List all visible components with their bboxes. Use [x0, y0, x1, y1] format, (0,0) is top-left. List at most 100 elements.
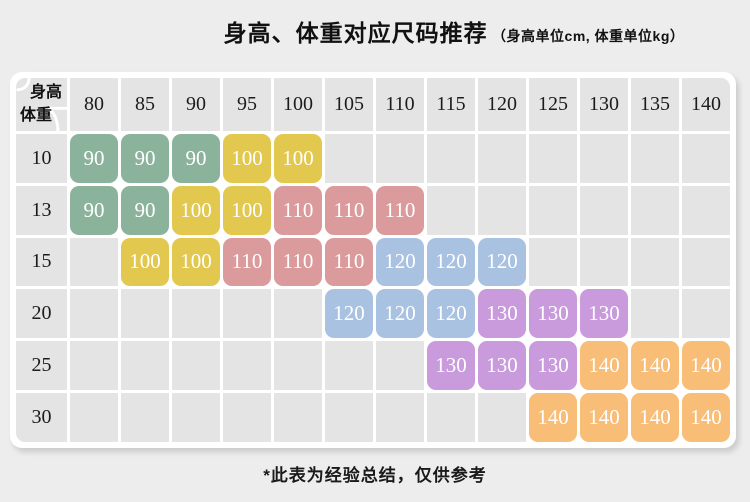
empty-cell — [580, 185, 628, 235]
empty-cell — [223, 289, 271, 339]
empty-cell — [121, 341, 169, 391]
height-header-cell: 130 — [580, 78, 628, 131]
size-cell: 120 — [427, 237, 475, 287]
size-cell: 90 — [172, 133, 220, 183]
size-chart-card: 身高 体重 80 85 90 95 100 105 110 115 120 125 130 135 14… — [10, 72, 736, 448]
size-cell: 140 — [682, 341, 730, 391]
empty-cell — [478, 393, 526, 442]
empty-cell — [70, 341, 118, 391]
size-cell: 130 — [529, 341, 577, 391]
size-cell: 140 — [682, 393, 730, 442]
empty-cell — [274, 289, 322, 339]
size-cell: 100 — [172, 185, 220, 235]
title-unit-note: （身高单位cm, 体重单位kg） — [492, 28, 685, 44]
empty-cell — [70, 393, 118, 442]
empty-cell — [121, 393, 169, 442]
empty-cell — [223, 341, 271, 391]
empty-cell — [631, 133, 679, 183]
size-cell: 140 — [529, 393, 577, 442]
height-header-cell: 110 — [376, 78, 424, 131]
size-cell: 130 — [478, 341, 526, 391]
empty-cell — [70, 237, 118, 287]
size-cell: 100 — [274, 133, 322, 183]
height-header-cell: 115 — [427, 78, 475, 131]
empty-cell — [223, 393, 271, 442]
height-header-cell: 105 — [325, 78, 373, 131]
size-cell: 110 — [274, 237, 322, 287]
empty-cell — [529, 133, 577, 183]
empty-cell — [682, 185, 730, 235]
title-main: 身高、体重对应尺码推荐 — [223, 20, 488, 46]
corner-header-cell: 身高 体重 — [16, 78, 67, 131]
size-cell: 90 — [70, 133, 118, 183]
empty-cell — [121, 289, 169, 339]
size-cell: 130 — [580, 289, 628, 339]
empty-cell — [427, 393, 475, 442]
weight-label-cell: 10 — [16, 133, 67, 183]
size-cell: 130 — [427, 341, 475, 391]
empty-cell — [376, 393, 424, 442]
size-cell: 110 — [325, 237, 373, 287]
height-header-cell: 120 — [478, 78, 526, 131]
disclaimer-text: *此表为经验总结，仅供参考 — [263, 466, 487, 485]
empty-cell — [580, 133, 628, 183]
size-cell: 100 — [172, 237, 220, 287]
weight-label-cell: 30 — [16, 393, 67, 442]
empty-cell — [478, 185, 526, 235]
empty-cell — [631, 237, 679, 287]
empty-cell — [682, 237, 730, 287]
empty-cell — [70, 289, 118, 339]
height-header-cell: 140 — [682, 78, 730, 131]
size-cell: 120 — [376, 237, 424, 287]
size-cell: 130 — [529, 289, 577, 339]
size-cell: 110 — [325, 185, 373, 235]
height-header-cell: 95 — [223, 78, 271, 131]
size-cell: 140 — [580, 393, 628, 442]
size-cell: 120 — [478, 237, 526, 287]
size-cell: 110 — [274, 185, 322, 235]
empty-cell — [529, 237, 577, 287]
page-title: 身高、体重对应尺码推荐 （身高单位cm, 体重单位kg） — [0, 14, 750, 48]
height-header-cell: 80 — [70, 78, 118, 131]
size-cell: 90 — [121, 133, 169, 183]
empty-cell — [682, 289, 730, 339]
weight-label-cell: 25 — [16, 341, 67, 391]
size-cell: 110 — [376, 185, 424, 235]
size-cell: 120 — [325, 289, 373, 339]
size-cell: 120 — [427, 289, 475, 339]
empty-cell — [325, 393, 373, 442]
size-cell: 140 — [631, 341, 679, 391]
empty-cell — [172, 289, 220, 339]
weight-label-cell: 13 — [16, 185, 67, 235]
height-header-cell: 100 — [274, 78, 322, 131]
size-cell: 90 — [70, 185, 118, 235]
empty-cell — [325, 133, 373, 183]
weight-label-cell: 20 — [16, 289, 67, 339]
height-header-cell: 85 — [121, 78, 169, 131]
empty-cell — [631, 289, 679, 339]
size-cell: 100 — [121, 237, 169, 287]
size-cell: 100 — [223, 133, 271, 183]
weight-label-cell: 15 — [16, 237, 67, 287]
empty-cell — [274, 393, 322, 442]
size-cell: 140 — [580, 341, 628, 391]
empty-cell — [427, 133, 475, 183]
empty-cell — [529, 185, 577, 235]
empty-cell — [274, 341, 322, 391]
empty-cell — [376, 341, 424, 391]
empty-cell — [580, 237, 628, 287]
corner-divider-icon — [16, 78, 67, 131]
size-cell: 100 — [223, 185, 271, 235]
corner-label-weight: 体重 — [20, 106, 53, 124]
height-header-cell: 90 — [172, 78, 220, 131]
corner-label-height: 身高 — [29, 84, 62, 101]
size-cell: 140 — [631, 393, 679, 442]
size-cell: 110 — [223, 237, 271, 287]
height-header-cell: 125 — [529, 78, 577, 131]
empty-cell — [325, 341, 373, 391]
empty-cell — [427, 185, 475, 235]
empty-cell — [682, 133, 730, 183]
empty-cell — [172, 341, 220, 391]
empty-cell — [376, 133, 424, 183]
size-cell: 130 — [478, 289, 526, 339]
